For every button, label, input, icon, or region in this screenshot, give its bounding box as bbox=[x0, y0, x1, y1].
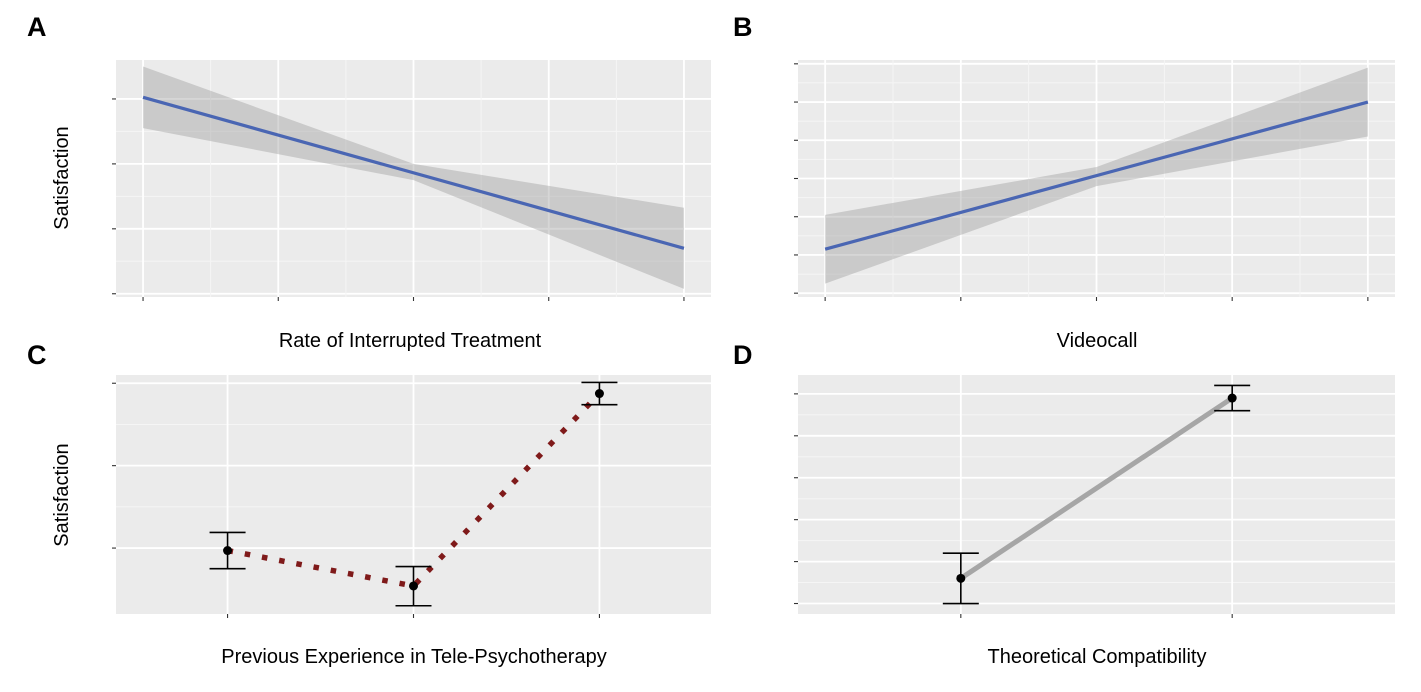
panel-a-gridlines bbox=[116, 60, 711, 297]
panel-c-mean-point bbox=[223, 546, 233, 556]
panel-d-mean-point bbox=[956, 573, 966, 583]
panel-b-fit-line bbox=[824, 100, 1369, 251]
panel-c-xlabel: Previous Experience in Tele-Psychotherap… bbox=[221, 646, 606, 668]
panel-c-mean-point bbox=[594, 389, 604, 399]
panel-a-confidence-band bbox=[143, 66, 684, 289]
panel-d-letter: D bbox=[733, 340, 753, 370]
panel-c: Previous Experience in Tele-Psychotherap… bbox=[51, 375, 711, 668]
panel-a-letter: A bbox=[27, 12, 47, 42]
panel-b-letter: B bbox=[733, 12, 753, 42]
panel-d-gridlines bbox=[798, 375, 1395, 614]
panel-c-connecting-line bbox=[227, 391, 602, 589]
panel-c-letter: C bbox=[27, 340, 47, 370]
panel-a-xlabel: Rate of Interrupted Treatment bbox=[279, 330, 542, 352]
panel-a-fit-line bbox=[142, 95, 685, 250]
panel-d-mean-point bbox=[1227, 393, 1237, 403]
panel-b: Videocall bbox=[794, 60, 1395, 352]
panel-c-mean-point bbox=[409, 581, 418, 591]
panel-d-connecting-line bbox=[959, 395, 1234, 581]
panel-d-xlabel: Theoretical Compatibility bbox=[988, 646, 1207, 668]
panel-d-plot-background bbox=[798, 375, 1395, 614]
panel-a-ylabel: Satisfaction bbox=[51, 126, 73, 229]
panel-c-ylabel: Satisfaction bbox=[51, 443, 73, 546]
panel-c-gridlines bbox=[116, 375, 711, 614]
panel-d: Theoretical Compatibility bbox=[794, 375, 1395, 668]
panel-a: Rate of Interrupted Treatment Satisfacti… bbox=[51, 60, 711, 352]
panel-b-xlabel: Videocall bbox=[1057, 330, 1138, 352]
